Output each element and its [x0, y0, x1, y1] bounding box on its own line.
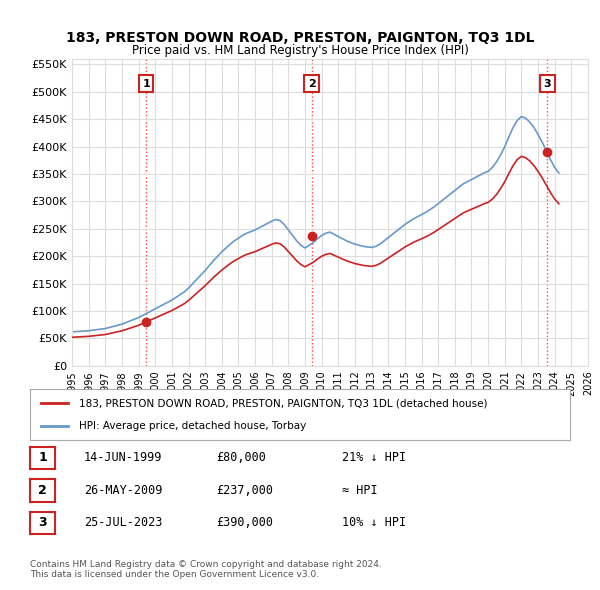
Text: 2: 2 — [308, 78, 316, 88]
Text: Contains HM Land Registry data © Crown copyright and database right 2024.
This d: Contains HM Land Registry data © Crown c… — [30, 560, 382, 579]
Text: £80,000: £80,000 — [216, 451, 266, 464]
Text: Price paid vs. HM Land Registry's House Price Index (HPI): Price paid vs. HM Land Registry's House … — [131, 44, 469, 57]
Text: 3: 3 — [38, 516, 47, 529]
Text: HPI: Average price, detached house, Torbay: HPI: Average price, detached house, Torb… — [79, 421, 306, 431]
Text: 14-JUN-1999: 14-JUN-1999 — [84, 451, 163, 464]
Text: 183, PRESTON DOWN ROAD, PRESTON, PAIGNTON, TQ3 1DL (detached house): 183, PRESTON DOWN ROAD, PRESTON, PAIGNTO… — [79, 398, 487, 408]
Text: ≈ HPI: ≈ HPI — [342, 484, 377, 497]
Text: 3: 3 — [544, 78, 551, 88]
Text: 1: 1 — [142, 78, 150, 88]
Text: £390,000: £390,000 — [216, 516, 273, 529]
Text: 21% ↓ HPI: 21% ↓ HPI — [342, 451, 406, 464]
Text: £237,000: £237,000 — [216, 484, 273, 497]
Text: 1: 1 — [38, 451, 47, 464]
Text: 10% ↓ HPI: 10% ↓ HPI — [342, 516, 406, 529]
Text: 26-MAY-2009: 26-MAY-2009 — [84, 484, 163, 497]
Text: 2: 2 — [38, 484, 47, 497]
Text: 183, PRESTON DOWN ROAD, PRESTON, PAIGNTON, TQ3 1DL: 183, PRESTON DOWN ROAD, PRESTON, PAIGNTO… — [66, 31, 534, 45]
Text: 25-JUL-2023: 25-JUL-2023 — [84, 516, 163, 529]
